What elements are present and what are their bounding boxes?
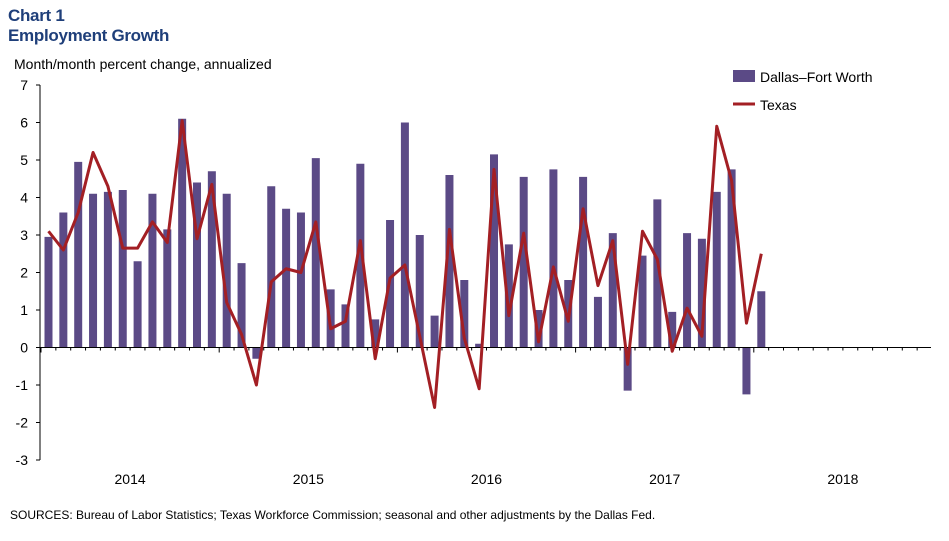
- dfw-bar: [460, 280, 469, 348]
- dfw-bar: [430, 315, 439, 348]
- dfw-bar: [133, 261, 142, 348]
- dfw-bar: [593, 296, 602, 348]
- dfw-bar: [44, 236, 53, 348]
- dfw-bar: [504, 244, 513, 348]
- dfw-bar: [400, 122, 409, 348]
- dfw-bar: [534, 310, 543, 348]
- dfw-bar: [668, 311, 677, 348]
- dfw-bar: [757, 291, 766, 348]
- y-tick-label: 2: [20, 265, 28, 281]
- dfw-bar: [341, 304, 350, 348]
- dfw-bar: [148, 193, 157, 348]
- legend-label-texas: Texas: [760, 97, 797, 113]
- dfw-bar: [74, 161, 83, 348]
- dfw-bar: [638, 255, 647, 348]
- dfw-bar: [296, 212, 305, 348]
- dfw-bar: [89, 193, 98, 348]
- y-tick-label: 4: [20, 190, 28, 206]
- source-note: SOURCES: Bureau of Labor Statistics; Tex…: [10, 508, 656, 522]
- texas-line: [47, 119, 763, 409]
- dfw-bar: [727, 169, 736, 348]
- y-tick-label: 7: [20, 77, 28, 93]
- y-tick-label: -2: [16, 415, 29, 431]
- dfw-bar: [712, 191, 721, 348]
- x-tick-label: 2018: [827, 471, 858, 487]
- dfw-bar: [193, 182, 201, 348]
- dfw-bar: [623, 347, 632, 391]
- dfw-bar: [222, 193, 231, 348]
- legend: Dallas–Fort Worth Texas: [733, 69, 873, 113]
- dfw-bar: [549, 169, 558, 348]
- y-tick-label: 0: [20, 340, 28, 356]
- dfw-bar: [683, 233, 692, 348]
- dfw-bar: [252, 347, 261, 359]
- dfw-bar: [445, 175, 454, 348]
- legend-swatch-dfw: [733, 70, 755, 82]
- y-axis-label: Month/month percent change, annualized: [14, 56, 272, 72]
- dfw-bar: [415, 235, 424, 348]
- x-tick-label: 2014: [115, 471, 146, 487]
- y-tick-label: 5: [20, 152, 28, 168]
- x-tick-label: 2015: [293, 471, 324, 487]
- dfw-bar: [237, 263, 246, 348]
- x-tick-label: 2017: [649, 471, 680, 487]
- dfw-bar: [311, 158, 320, 348]
- axes: -3 -2 -1 0 1 2 3 4 5 6 7 2014 2015 2016 2017 2018: [16, 77, 931, 487]
- dfw-bar: [579, 176, 588, 348]
- chart-title: Chart 1: [8, 6, 65, 25]
- x-tick-label: 2016: [471, 471, 502, 487]
- dfw-bar: [371, 319, 380, 348]
- dfw-bar: [282, 208, 291, 348]
- dfw-bar: [59, 212, 68, 348]
- y-tick-label: 1: [20, 302, 28, 318]
- dfw-bar: [490, 154, 498, 348]
- dfw-bar: [163, 229, 172, 348]
- dfw-bar: [697, 238, 706, 348]
- legend-label-dfw: Dallas–Fort Worth: [760, 69, 873, 85]
- y-tick-label: 3: [20, 227, 28, 243]
- dfw-bar: [178, 118, 187, 348]
- dfw-bar: [118, 190, 127, 348]
- dfw-bar: [475, 343, 484, 348]
- y-tick-label: 6: [20, 115, 28, 131]
- dfw-bar: [653, 199, 662, 348]
- y-tick-label: -1: [16, 377, 29, 393]
- dfw-bar: [356, 163, 365, 348]
- dfw-bar: [207, 171, 216, 348]
- dfw-bar: [103, 191, 112, 348]
- dfw-bar: [267, 186, 276, 348]
- y-tick-label: -3: [16, 452, 29, 468]
- dfw-bar: [519, 176, 528, 348]
- chart-subtitle: Employment Growth: [8, 26, 170, 45]
- dfw-bar: [742, 347, 751, 395]
- dfw-bar: [608, 233, 617, 348]
